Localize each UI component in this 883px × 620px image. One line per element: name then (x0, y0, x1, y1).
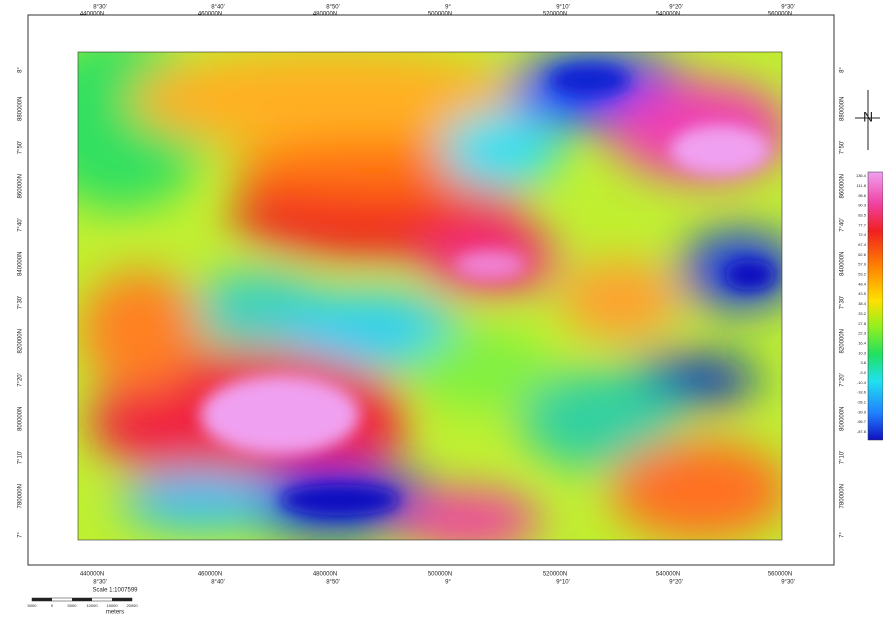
top-easting-label: 500000N (428, 12, 452, 18)
legend-label: 53.2 (858, 272, 867, 277)
legend-label: 98.6 (858, 193, 867, 198)
bottom-easting-label: 500000N (428, 572, 452, 578)
top-degree-label: 8°30' (93, 5, 107, 11)
bottom-degree-label: 9°10' (556, 580, 570, 586)
scale-tick: 10000 (86, 603, 98, 608)
top-easting-label: 560000N (768, 12, 792, 18)
map-page: 8°30'440000N8°40'460000N8°50'480000N9°50… (0, 0, 883, 615)
left-label: 7°10' (18, 451, 24, 465)
legend-label: -18.6 (857, 390, 867, 395)
bottom-easting-label: 520000N (543, 572, 567, 578)
bottom-degree-label: 9°20' (669, 580, 683, 586)
top-degree-label: 8°40' (211, 5, 225, 11)
legend-label: 16.4 (858, 340, 867, 345)
legend-label: 10.3 (858, 350, 867, 355)
legend-label: 48.4 (858, 281, 867, 286)
right-label: 840000N (840, 252, 846, 276)
anomaly-map (30, 30, 800, 550)
legend-label: 90.3 (858, 203, 867, 208)
legend-label: -39.9 (857, 409, 867, 414)
scale-tick: 0 (51, 603, 54, 608)
bottom-easting-label: 460000N (198, 572, 222, 578)
left-label: 820000N (18, 329, 24, 353)
bottom-easting-label: 560000N (768, 572, 792, 578)
left-label: 800000N (18, 407, 24, 431)
scale-bar (32, 598, 132, 601)
bottom-easting-label: 480000N (313, 572, 337, 578)
legend-label: 77.7 (858, 222, 867, 227)
right-label: 7°40' (840, 218, 846, 232)
right-label: 860000N (840, 174, 846, 198)
bottom-degree-label: 8°40' (211, 580, 225, 586)
top-easting-label: 520000N (543, 12, 567, 18)
top-degree-label: 9°20' (669, 5, 683, 11)
left-label: 880000N (18, 97, 24, 121)
legend-label: 43.5 (858, 291, 867, 296)
legend-label: 33.2 (858, 311, 867, 316)
bottom-degree-label: 8°30' (93, 580, 107, 586)
left-label: 8° (18, 67, 24, 73)
legend-label: 22.3 (858, 331, 867, 336)
legend-label: 62.6 (858, 252, 867, 257)
scale-unit: meters (106, 610, 124, 615)
bottom-degree-label: 9°30' (781, 580, 795, 586)
top-degree-label: 9° (445, 5, 451, 11)
legend-label: 3.8 (860, 360, 866, 365)
right-label: 7°50' (840, 141, 846, 155)
left-label: 7°50' (18, 141, 24, 155)
left-label: 840000N (18, 252, 24, 276)
right-label: 7°30' (840, 296, 846, 310)
legend-label: 111.8 (857, 183, 867, 188)
scale-tick: 5000 (68, 603, 78, 608)
right-label: 880000N (840, 97, 846, 121)
bottom-degree-label: 9° (445, 580, 451, 586)
top-easting-label: 460000N (198, 12, 222, 18)
top-degree-label: 9°10' (556, 5, 570, 11)
legend-label: -10.4 (857, 380, 867, 385)
legend-label: 136.4 (856, 173, 867, 178)
right-label: 7° (840, 532, 846, 538)
legend-label: 72.4 (858, 232, 867, 237)
legend-label: 57.9 (858, 262, 867, 267)
legend-label: -3.0 (859, 370, 867, 375)
left-label: 780000N (18, 484, 24, 508)
bottom-easting-label: 540000N (656, 572, 680, 578)
right-label: 7°10' (840, 451, 846, 465)
right-label: 7°20' (840, 373, 846, 387)
color-bar (868, 172, 883, 440)
scale-text: Scale 1:1007599 (92, 588, 138, 594)
right-label: 820000N (840, 329, 846, 353)
bottom-easting-label: 440000N (80, 572, 104, 578)
scale-tick: 20000 (126, 603, 138, 608)
scale-tick: 15000 (106, 603, 118, 608)
legend-label: -28.1 (857, 400, 867, 405)
left-label: 7° (18, 532, 24, 538)
legend-label: 67.4 (858, 242, 867, 247)
right-label: 780000N (840, 484, 846, 508)
left-label: 860000N (18, 174, 24, 198)
top-easting-label: 480000N (313, 12, 337, 18)
top-easting-label: 540000N (656, 12, 680, 18)
right-label: 8° (840, 67, 846, 73)
top-degree-label: 8°50' (326, 5, 340, 11)
left-label: 7°20' (18, 373, 24, 387)
bottom-degree-label: 8°50' (326, 580, 340, 586)
legend-label: -87.8 (857, 429, 867, 434)
right-label: 800000N (840, 407, 846, 431)
legend-label: 83.5 (858, 212, 867, 217)
north-label: N (863, 109, 873, 125)
scale-tick: 5000 (28, 603, 38, 608)
legend-label: 27.8 (858, 321, 867, 326)
top-easting-label: 440000N (80, 12, 104, 18)
left-label: 7°30' (18, 296, 24, 310)
left-label: 7°40' (18, 218, 24, 232)
legend-label: 38.4 (858, 301, 867, 306)
legend-label: -56.7 (857, 419, 867, 424)
top-degree-label: 9°30' (781, 5, 795, 11)
